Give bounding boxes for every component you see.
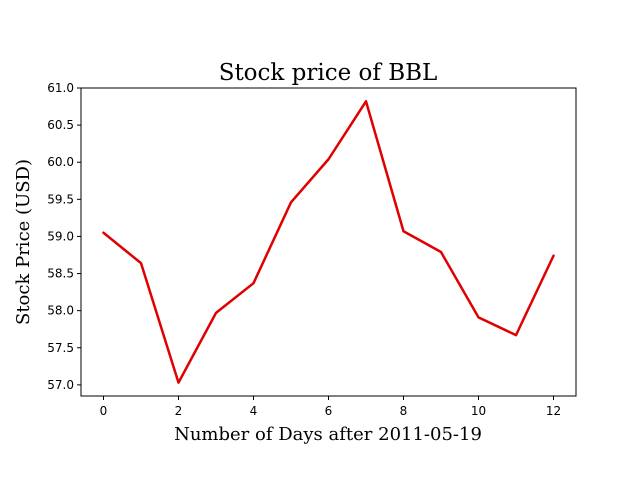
x-tick-label: 6	[325, 404, 333, 418]
series-line-0	[102, 100, 555, 384]
x-tick-label: 0	[100, 404, 108, 418]
y-axis-label: Stock Price (USD)	[13, 159, 34, 325]
y-tick-label: 60.5	[47, 118, 74, 132]
y-tick-label: 60.0	[47, 155, 74, 169]
y-tick-label: 59.5	[47, 192, 74, 206]
x-tick-label: 10	[471, 404, 486, 418]
y-tick-label: 61.0	[47, 81, 74, 95]
x-tick-label: 4	[250, 404, 258, 418]
x-tick-label: 2	[175, 404, 183, 418]
y-tick-label: 57.5	[47, 341, 74, 355]
y-tick-label: 59.0	[47, 229, 74, 243]
x-tick-label: 8	[400, 404, 408, 418]
x-axis-label: Number of Days after 2011-05-19	[174, 424, 482, 445]
y-tick-label: 57.0	[47, 378, 74, 392]
chart-title: Stock price of BBL	[219, 60, 438, 86]
plot-area: 0 2 4 6 8 10 12 57.0 57.5 58.0 58.5 59.0 59.5 60.0 60.…	[47, 81, 577, 418]
y-tick-label: 58.5	[47, 267, 74, 281]
plot-frame	[80, 87, 577, 397]
y-tick-label: 58.0	[47, 304, 74, 318]
x-tick-label: 12	[546, 404, 561, 418]
